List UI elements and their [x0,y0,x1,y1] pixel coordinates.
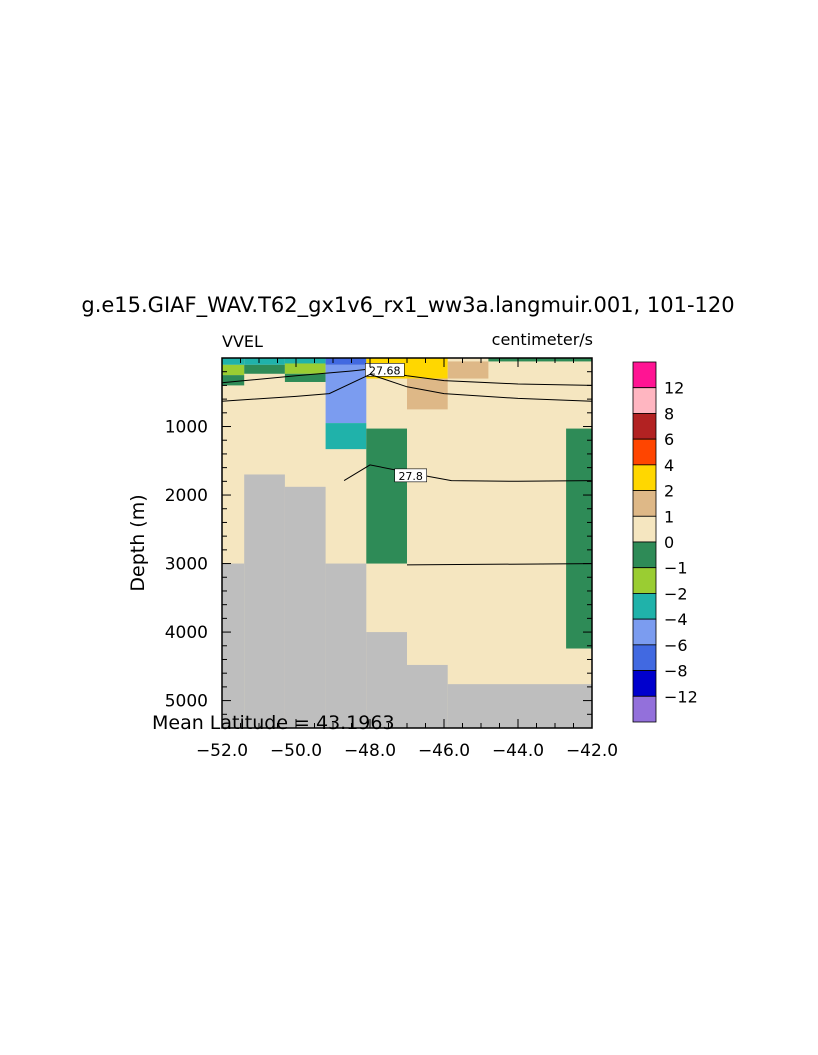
colorbar-label: 4 [664,456,674,475]
contour-label-box-0 [364,363,405,377]
bathymetry-block-2 [284,486,326,728]
colorbar-label: −8 [664,662,688,681]
colorbar-label: −12 [664,687,698,706]
velocity-cell-9 [325,364,367,424]
velocity-cell-10 [325,423,367,450]
x-axis: −52.0 −50.0 −48.0 −46.0 −44.0 −42.0 [196,358,618,761]
velocity-cell-14 [407,378,448,410]
colorbar-swatch [632,593,657,620]
colorbar-label: 12 [664,379,684,398]
colorbar-label: −1 [664,559,688,578]
colorbar-swatch [632,464,657,491]
x-tick-label: −52.0 [196,741,248,761]
velocity-cell-5 [284,358,326,364]
velocity-cell-12 [366,428,407,564]
velocity-cell-2 [222,375,245,386]
colorbar-swatch [632,413,657,440]
velocity-cell-8 [325,358,367,365]
colorbar-swatch [632,695,657,723]
contour-label-2: 27.8 [398,470,423,483]
colorbar-label: −6 [664,636,688,655]
colorbar-label: −2 [664,584,688,603]
y-tick-label: 3000 [165,555,208,575]
bathymetry-block-5 [407,664,448,728]
colorbar-swatch [632,361,657,389]
colorbar-swatch [632,438,657,466]
y-tick-label: 4000 [165,623,208,643]
contour-label-box-2 [394,468,428,483]
contour-line-2 [343,464,592,482]
x-tick-label: −46.0 [418,741,470,761]
velocity-cell-1 [222,364,245,376]
x-tick-label: −50.0 [270,741,322,761]
colorbar-swatch [632,618,657,646]
colorbar-swatch [632,515,657,543]
x-tick-label: −44.0 [492,741,544,761]
mean-latitude-annotation: Mean Latitude = 43.1963 [152,712,395,734]
velocity-cell-0 [222,358,245,365]
y-axis: 1000 2000 3000 4000 5000 [165,371,592,715]
velocity-cell-3 [244,358,285,365]
colorbar: 12 8 6 4 2 1 0 −1 −2 −4 −6 −8 −12 [632,361,698,723]
chart-title: g.e15.GIAF_WAV.T62_gx1v6_rx1_ww3a.langmu… [81,293,734,318]
colorbar-swatch [632,567,657,594]
bathymetry-block-6 [447,684,592,728]
contour-line-3 [406,563,592,566]
bathymetry-block-1 [244,474,285,728]
contour-label-0: 27.68 [369,364,401,377]
bathymetry-block-4 [366,632,407,728]
contour-layer: 27.68 27.8 [222,363,592,566]
velocity-cell-4 [244,364,285,374]
colorbar-swatch [632,541,657,569]
variable-label: VVEL [222,332,263,351]
bathymetry-block-0 [222,563,245,728]
x-tick-label: −48.0 [344,741,396,761]
velocity-cell-17 [566,428,592,649]
plot-cells-layer [222,358,592,728]
y-tick-label: 1000 [165,418,208,438]
colorbar-swatch [632,387,657,414]
colorbar-swatch [632,670,657,697]
colorbar-label: 6 [664,430,674,449]
velocity-cell-16 [488,358,592,362]
plot-area: 27.68 27.8 [222,358,592,728]
y-tick-label: 5000 [165,692,208,712]
colorbar-swatch [632,644,657,671]
velocity-cell-6 [284,363,326,374]
colorbar-swatch [632,490,657,517]
colorbar-label: 1 [664,507,674,526]
colorbar-label: 2 [664,482,674,501]
contour-line-1 [222,373,592,402]
colorbar-label: 8 [664,404,674,423]
colorbar-label: 0 [664,533,674,552]
colorbar-label: −4 [664,610,688,629]
velocity-cell-13 [407,358,448,379]
velocity-cell-15 [447,361,489,379]
x-tick-label: −42.0 [566,741,618,761]
units-label: centimeter/s [492,330,593,349]
y-axis-label: Depth (m) [127,494,149,591]
y-tick-label: 2000 [165,486,208,506]
bathymetry-block-3 [325,563,367,728]
velocity-cell-7 [284,373,326,382]
